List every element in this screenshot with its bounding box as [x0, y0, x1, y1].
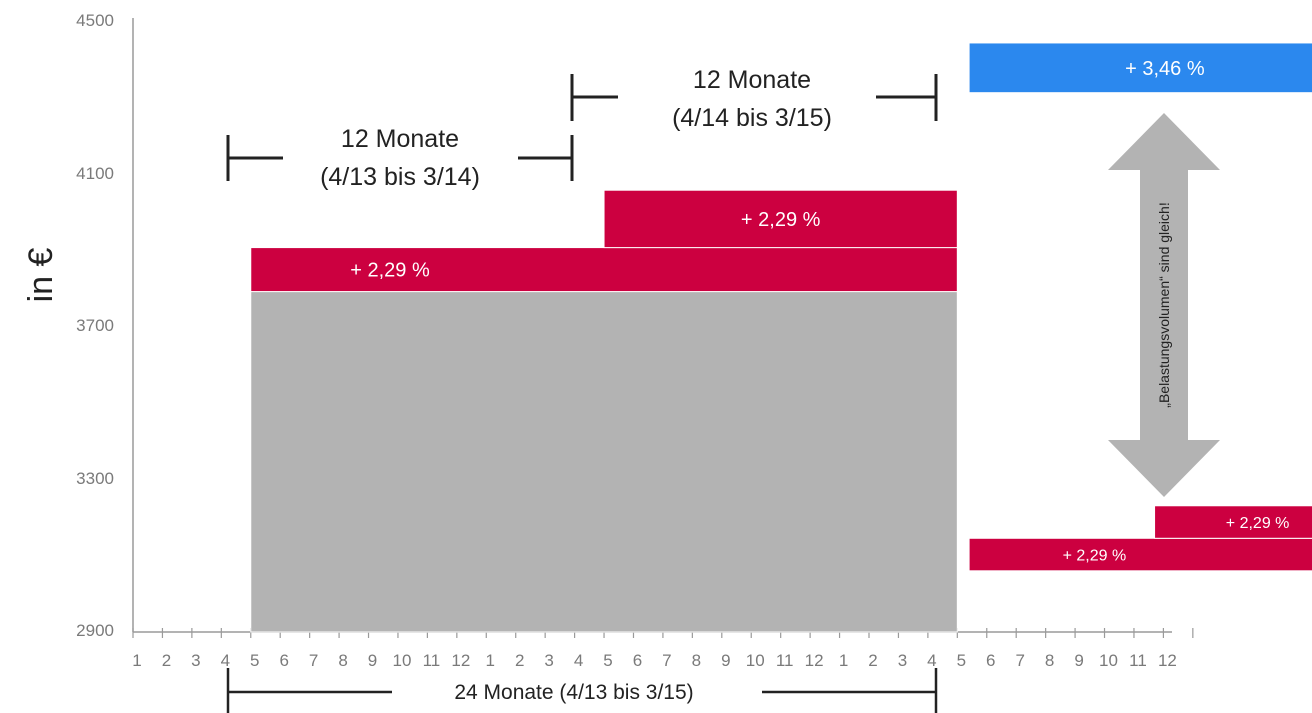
x-tick-label: 11 [1129, 651, 1147, 670]
x-tick-label: 10 [1099, 651, 1118, 670]
x-tick-label: 10 [746, 651, 765, 670]
x-tick-label: 12 [805, 651, 824, 670]
x-tick-label: 8 [338, 651, 347, 670]
y-tick-label: 4100 [76, 164, 114, 183]
x-tick-label: 11 [423, 651, 441, 670]
span-2-range: (4/14 bis 3/15) [672, 104, 832, 132]
x-tick-label: 2 [515, 651, 524, 670]
bar-label-6: + 2,29 % [1226, 515, 1290, 532]
x-tick-label: 2 [162, 651, 171, 670]
bottom-span-text: 24 Monate (4/13 bis 3/15) [454, 681, 693, 704]
span-2-title: 12 Monate [693, 66, 811, 94]
x-tick-label: 7 [309, 651, 318, 670]
bar-label-2: + 2,29 % [350, 260, 430, 282]
bar-label-4: + 3,46 % [1125, 58, 1205, 80]
bar-label-3: + 2,29 % [741, 209, 821, 231]
x-tick-label: 3 [898, 651, 907, 670]
x-tick-label: 5 [603, 651, 612, 670]
double-arrow-shape [1108, 113, 1220, 497]
bar-3 [603, 189, 958, 249]
x-tick-label: 2 [868, 651, 877, 670]
bar-labels: + 2,29 % + 2,29 % + 3,46 % + 2,29 % + 2,29 % [350, 58, 1289, 565]
x-tick-label: 9 [721, 651, 730, 670]
y-tick-label: 3300 [76, 469, 114, 488]
y-tick-label: 4500 [76, 11, 114, 30]
double-arrow: „Belastungsvolumen“ sind gleich! [1108, 113, 1220, 497]
x-tick-label: 4 [574, 651, 583, 670]
bar-1 [250, 291, 958, 633]
bar-label-5: + 2,29 % [1063, 548, 1127, 565]
double-arrow-text: „Belastungsvolumen“ sind gleich! [1156, 202, 1172, 407]
x-tick-label: 1 [486, 651, 495, 670]
bottom-span-annotation: 24 Monate (4/13 bis 3/15) [226, 668, 938, 713]
x-tick-label: 3 [191, 651, 200, 670]
x-tick-label: 4 [927, 651, 936, 670]
x-tick-label: 7 [662, 651, 671, 670]
y-axis-label: in € [22, 248, 60, 303]
y-tick-labels: 2900 3300 3700 4100 4500 [76, 11, 114, 640]
x-tick-label: 10 [392, 651, 411, 670]
x-tick-label: 9 [368, 651, 377, 670]
x-tick-label: 12 [1158, 651, 1177, 670]
x-tick-label: 11 [776, 651, 794, 670]
span-1-range: (4/13 bis 3/14) [320, 163, 480, 191]
x-tick-label: 6 [279, 651, 288, 670]
x-tick-label: 6 [986, 651, 995, 670]
x-tick-label: 6 [633, 651, 642, 670]
span-annotation-2: 12 Monate (4/14 bis 3/15) [570, 66, 938, 132]
bar-4 [968, 42, 1312, 94]
x-tick-label: 5 [250, 651, 259, 670]
y-tick-label: 3700 [76, 316, 114, 335]
x-tick-label: 9 [1074, 651, 1083, 670]
x-tick-label: 5 [957, 651, 966, 670]
x-tick-label: 1 [839, 651, 848, 670]
span-1-title: 12 Monate [341, 125, 459, 153]
bars [250, 42, 1312, 633]
bar-2 [250, 247, 958, 293]
y-tick-label: 2900 [76, 621, 114, 640]
x-tick-label: 8 [692, 651, 701, 670]
x-tick-label: 1 [132, 651, 141, 670]
x-tick-label: 4 [221, 651, 230, 670]
bar-5 [968, 537, 1312, 572]
x-tick-labels: 1 2 3 4 5 6 7 8 9 10 11 12 1 2 3 4 5 6 7 8 9 10 11 12 1 2 3 4 5 6 7 8 9 1… [132, 651, 1177, 670]
x-tick-label: 7 [1015, 651, 1024, 670]
x-tick-label: 3 [544, 651, 553, 670]
bar-6 [1154, 505, 1312, 539]
span-annotation-1: 12 Monate (4/13 bis 3/14) [226, 125, 574, 191]
x-tick-label: 8 [1045, 651, 1054, 670]
x-tick-label: 12 [451, 651, 470, 670]
